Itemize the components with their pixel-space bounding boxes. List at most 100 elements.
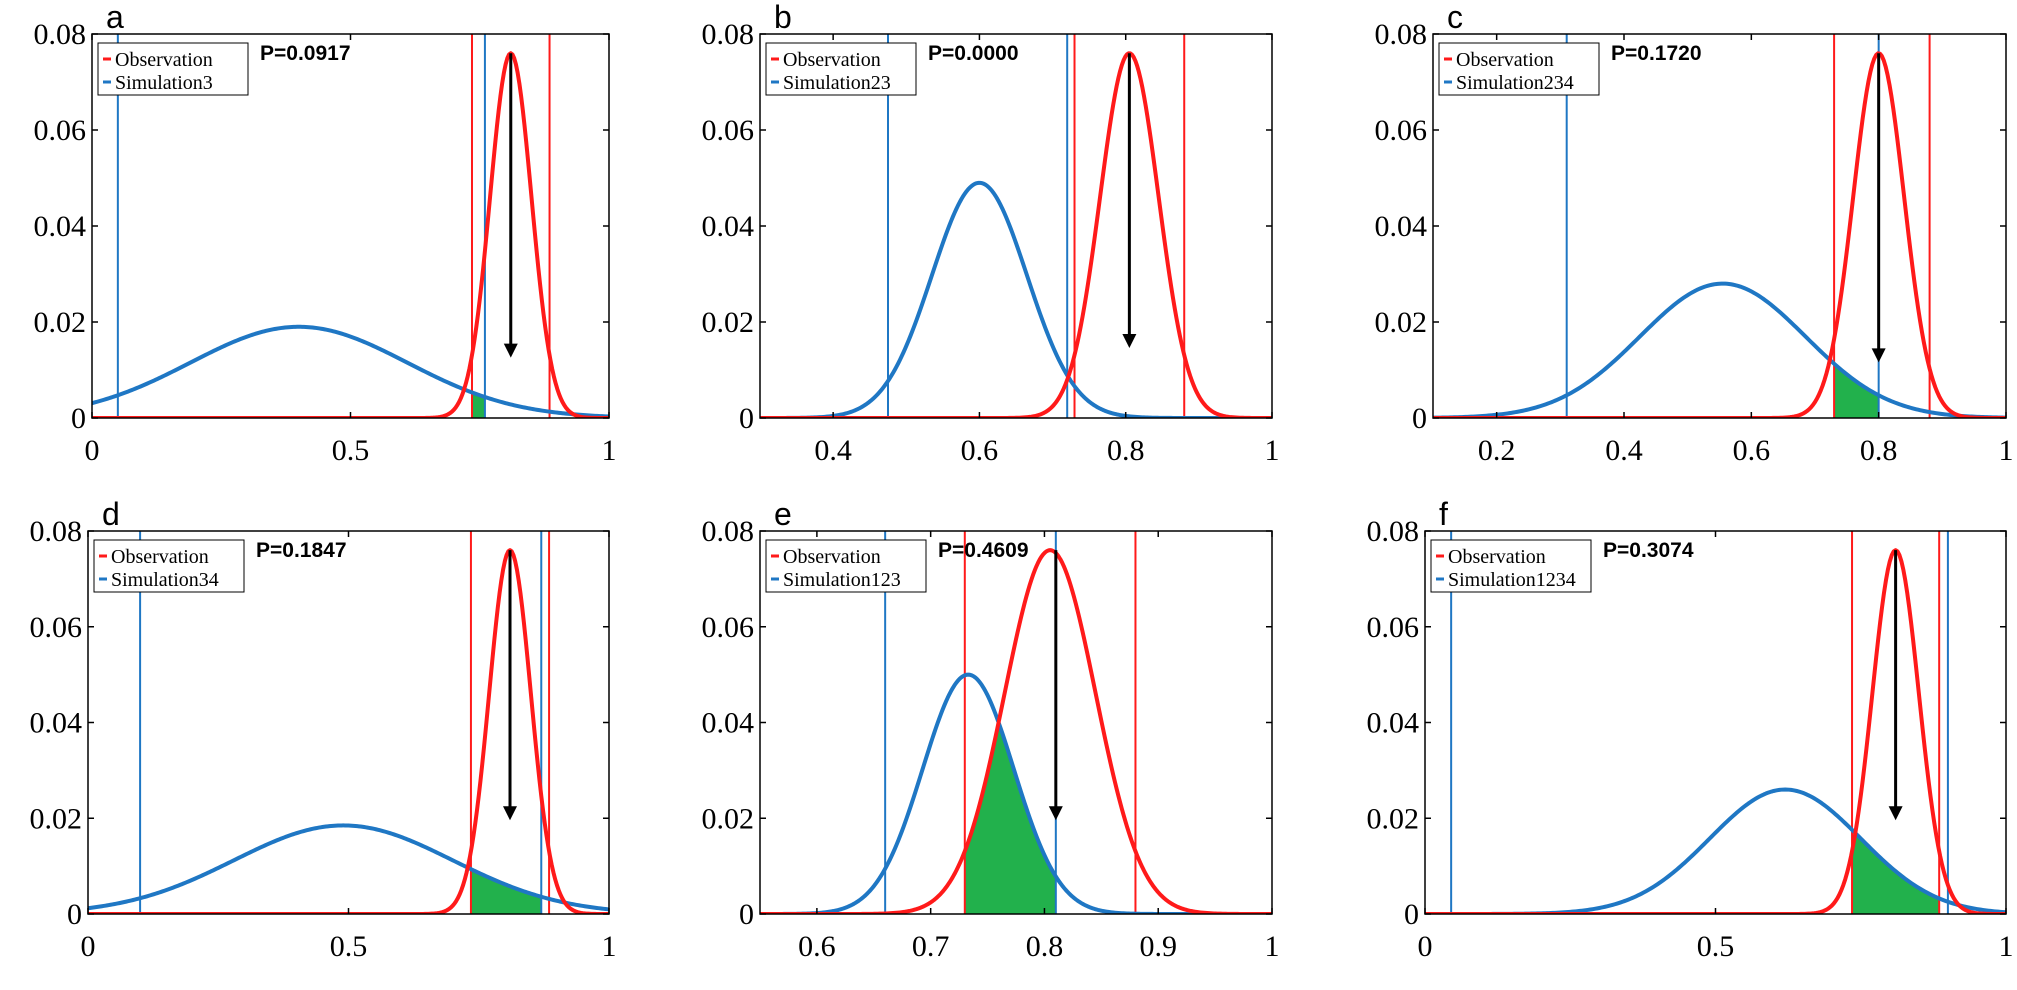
y-tick-label: 0.02: [1375, 306, 1428, 339]
x-tick-label: 0.6: [961, 434, 999, 467]
x-tick-label: 0: [85, 434, 100, 467]
panel-d: 0 0.02 0.04 0.06 0.08 0 0.5 1 d ObservationSimula…: [30, 496, 617, 963]
simulation-curve: [760, 180, 1272, 418]
overlap-area: [470, 869, 542, 914]
x-tick-label: 0.2: [1478, 434, 1516, 467]
panel-letter: a: [106, 0, 124, 35]
x-tick-label: 0: [81, 930, 96, 963]
y-tick-label: 0.08: [1367, 515, 1420, 548]
legend: [1438, 42, 1600, 96]
y-tick-label: 0.08: [1375, 18, 1428, 51]
y-tick-label: 0.08: [34, 18, 87, 51]
y-tick-label: 0.06: [702, 114, 755, 147]
arrow-head: [503, 343, 518, 358]
simulation-curve: [88, 823, 609, 912]
arrow-head: [1122, 334, 1137, 348]
y-tick-label: 0.06: [30, 611, 83, 644]
arrow-head: [1888, 806, 1903, 821]
p-value-label: P=0.0000: [928, 42, 1019, 65]
observation-curve: [1425, 548, 2006, 914]
simulation-curve: [92, 324, 609, 418]
x-tick-label: 0.5: [332, 434, 370, 467]
panel-b: 0 0.02 0.04 0.06 0.08 0.4 0.6 0.8 1 b ObservationS…: [702, 0, 1280, 467]
y-tick-label: 0.04: [34, 210, 87, 243]
p-value-label: P=0.1847: [256, 539, 347, 562]
x-tick-label: 0.8: [1860, 434, 1898, 467]
arrow-head: [1871, 348, 1886, 363]
x-tick-label: 1: [1265, 930, 1280, 963]
simulation-curve: [1433, 281, 2006, 418]
legend-label: Simulation1234: [1448, 569, 1576, 591]
legend: [97, 42, 249, 96]
legend: [765, 42, 917, 96]
y-tick-label: 0: [1404, 898, 1419, 931]
y-tick-label: 0.06: [1375, 114, 1428, 147]
x-tick-label: 0.6: [798, 930, 836, 963]
y-tick-label: 0.04: [702, 210, 755, 243]
panel-c: 0 0.02 0.04 0.06 0.08 0.2 0.4 0.6 0.8 1 c Observati…: [1375, 0, 2014, 467]
x-tick-label: 1: [1999, 434, 2014, 467]
legend-label: Simulation34: [111, 569, 219, 591]
legend: [1430, 539, 1592, 593]
y-tick-label: 0.06: [34, 114, 87, 147]
arrow-head: [503, 806, 518, 821]
observation-curve: [88, 548, 609, 914]
panel-letter: d: [102, 496, 120, 532]
x-tick-label: 0.7: [912, 930, 950, 963]
x-tick-label: 0.8: [1026, 930, 1064, 963]
legend-label: Simulation123: [783, 569, 901, 591]
y-tick-label: 0: [71, 402, 86, 435]
plot-area: [1433, 34, 2006, 418]
y-tick-label: 0: [739, 402, 754, 435]
y-tick-label: 0: [67, 898, 82, 931]
panel-e: 0 0.02 0.04 0.06 0.08 0.6 0.7 0.8 0.9 1 e Observati…: [702, 496, 1280, 963]
y-tick-label: 0.04: [30, 707, 83, 740]
panel-letter: f: [1439, 496, 1448, 532]
y-tick-label: 0.02: [1367, 802, 1420, 835]
legend: [765, 539, 927, 593]
simulation-curve: [760, 672, 1272, 914]
x-tick-label: 0.4: [1605, 434, 1643, 467]
x-tick-label: 1: [602, 930, 617, 963]
x-tick-label: 1: [1999, 930, 2014, 963]
legend-label: Observation: [111, 546, 209, 568]
x-tick-label: 0: [1418, 930, 1433, 963]
legend-label: Simulation23: [783, 72, 891, 94]
legend-label: Observation: [1456, 49, 1554, 71]
overlap-area: [1834, 363, 1879, 418]
legend-label: Simulation234: [1456, 72, 1574, 94]
y-tick-label: 0.02: [30, 802, 83, 835]
overlap-area: [471, 392, 485, 418]
panel-letter: c: [1447, 0, 1463, 35]
panel-a: 0 0.02 0.04 0.06 0.08 0 0.5 1 a ObservationSimula…: [34, 0, 617, 467]
x-tick-label: 1: [602, 434, 617, 467]
panel-letter: e: [774, 496, 792, 532]
y-tick-label: 0.06: [1367, 611, 1420, 644]
y-tick-label: 0: [1412, 402, 1427, 435]
y-tick-label: 0.02: [702, 306, 755, 339]
legend-label: Observation: [783, 49, 881, 71]
y-tick-label: 0.02: [702, 802, 755, 835]
p-value-label: P=0.1720: [1611, 42, 1702, 65]
legend-label: Observation: [115, 49, 213, 71]
p-value-label: P=0.0917: [260, 42, 351, 65]
legend-label: Observation: [783, 546, 881, 568]
x-tick-label: 0.9: [1139, 930, 1177, 963]
x-tick-label: 0.5: [1697, 930, 1735, 963]
x-tick-label: 0.4: [814, 434, 852, 467]
legend-label: Simulation3: [115, 72, 213, 94]
plot-area: [92, 34, 609, 418]
y-tick-label: 0: [739, 898, 754, 931]
observation-curve: [1433, 51, 2006, 418]
y-tick-label: 0.08: [702, 515, 755, 548]
p-value-label: P=0.3074: [1603, 539, 1694, 562]
x-tick-label: 0.6: [1733, 434, 1771, 467]
observation-curve: [760, 51, 1272, 418]
panel-letter: b: [774, 0, 792, 35]
y-tick-label: 0.02: [34, 306, 87, 339]
y-tick-label: 0.04: [1367, 707, 1420, 740]
y-tick-label: 0.08: [702, 18, 755, 51]
y-tick-label: 0.06: [702, 611, 755, 644]
y-tick-label: 0.04: [1375, 210, 1428, 243]
